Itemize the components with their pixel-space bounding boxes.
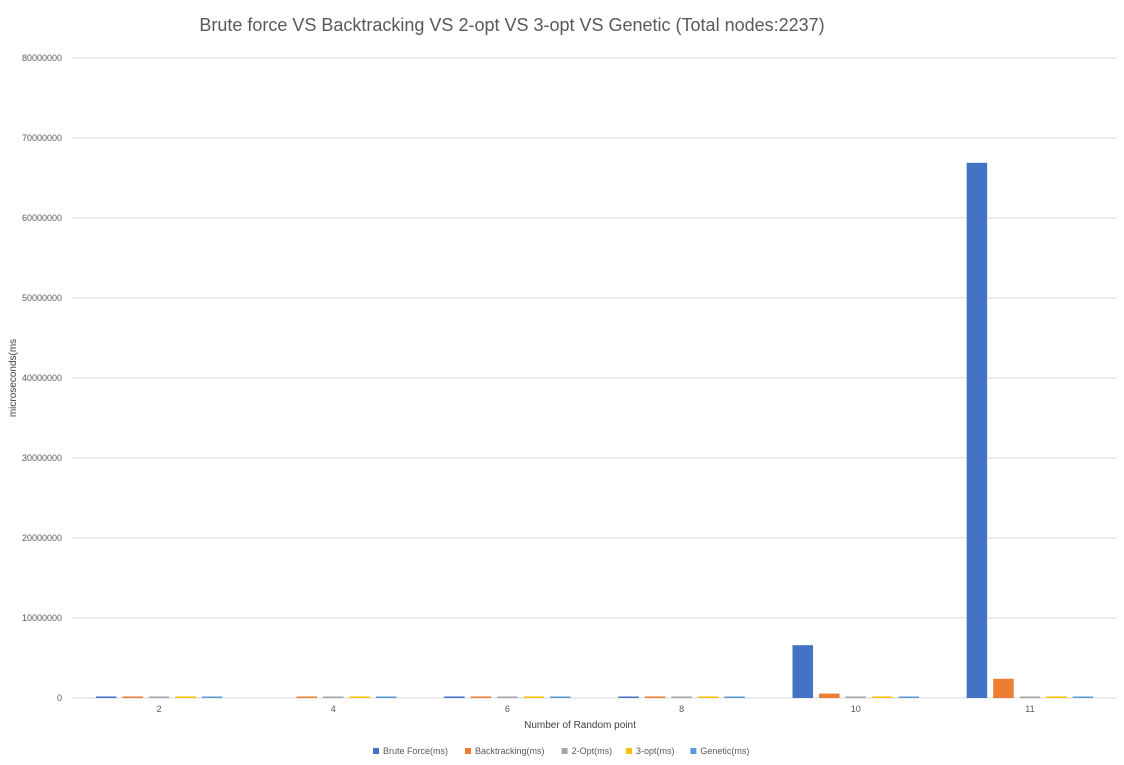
x-axis-title: Number of Random point (524, 720, 636, 731)
legend: Brute Force(ms) Backtracking(ms) 2-Opt(ms)… (373, 746, 749, 756)
legend-swatch (465, 748, 471, 754)
bar-3-opt-ms-8 (697, 696, 719, 698)
legend-label: 2-Opt(ms) (572, 746, 613, 756)
x-tick-label: 10 (851, 704, 861, 714)
bar-brute-force-ms-8 (618, 696, 639, 698)
x-tick-label: 6 (505, 704, 510, 714)
bar-2-opt-ms-8 (671, 696, 692, 698)
grid-layer (72, 57, 1117, 699)
bar-3-opt-ms-6 (523, 696, 545, 698)
y-tick-label: 40000000 (22, 373, 62, 383)
bar-backtracking-ms-6 (470, 696, 492, 698)
y-tick-label: 30000000 (22, 453, 62, 463)
legend-label: Genetic(ms) (700, 746, 749, 756)
x-tick-label: 8 (679, 704, 684, 714)
y-axis-ticks: 0 10000000 20000000 30000000 40000000 5000000… (22, 53, 62, 703)
y-tick-label: 60000000 (22, 213, 62, 223)
bar-2-opt-ms-11 (1019, 696, 1041, 698)
legend-label: 3-opt(ms) (636, 746, 675, 756)
bars (95, 162, 1094, 699)
legend-swatch (373, 748, 379, 754)
bar-genetic-ms-2 (201, 696, 223, 698)
bar-backtracking-ms-8 (644, 696, 666, 698)
bar-2-opt-ms-4 (323, 696, 344, 698)
bar-genetic-ms-8 (724, 696, 745, 698)
y-tick-label: 70000000 (22, 133, 62, 143)
legend-item: 2-Opt(ms) (561, 746, 613, 756)
legend-swatch (626, 748, 632, 754)
y-tick-label: 20000000 (22, 533, 62, 543)
bar-3-opt-ms-2 (175, 696, 196, 698)
bar-backtracking-ms-2 (122, 696, 143, 698)
bar-genetic-ms-4 (376, 696, 397, 698)
legend-item: Genetic(ms) (690, 746, 749, 756)
bar-backtracking-ms-10 (819, 693, 840, 698)
bar-brute-force-ms-2 (95, 696, 117, 698)
bar-2-opt-ms-6 (497, 696, 518, 698)
legend-swatch (690, 748, 697, 754)
y-tick-label: 80000000 (22, 53, 62, 63)
legend-swatch (561, 748, 568, 754)
y-axis-title: microseconds(ms (8, 339, 19, 417)
bar-genetic-ms-11 (1072, 696, 1094, 698)
bar-brute-force-ms-11 (966, 162, 988, 699)
bar-2-opt-ms-2 (148, 696, 170, 698)
y-tick-label: 0 (57, 693, 62, 703)
bar-backtracking-ms-11 (993, 678, 1014, 698)
chart-title: Brute force VS Backtracking VS 2-opt VS … (199, 15, 824, 35)
bar-3-opt-ms-4 (349, 696, 370, 698)
bar-brute-force-ms-6 (444, 696, 465, 698)
bar-genetic-ms-6 (550, 696, 571, 698)
x-tick-label: 11 (1025, 704, 1034, 714)
legend-label: Brute Force(ms) (383, 746, 448, 756)
y-tick-label: 50000000 (22, 293, 62, 303)
bar-genetic-ms-10 (898, 696, 919, 698)
y-tick-label: 10000000 (22, 613, 62, 623)
bar-2-opt-ms-10 (845, 696, 866, 698)
bar-backtracking-ms-4 (296, 696, 317, 698)
x-tick-label: 4 (331, 704, 336, 714)
legend-item: Backtracking(ms) (465, 746, 545, 756)
bar-brute-force-ms-10 (792, 645, 813, 698)
bar-3-opt-ms-11 (1046, 696, 1067, 698)
bar-3-opt-ms-10 (872, 696, 893, 698)
legend-label: Backtracking(ms) (475, 746, 545, 756)
x-tick-label: 2 (157, 704, 162, 714)
legend-item: 3-opt(ms) (626, 746, 675, 756)
x-axis-ticks: 2 4 6 8 10 11 (157, 704, 1035, 714)
legend-item: Brute Force(ms) (373, 746, 448, 756)
